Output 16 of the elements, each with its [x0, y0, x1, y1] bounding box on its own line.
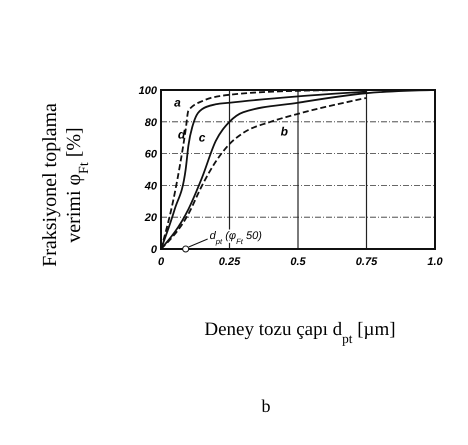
- series-label: c: [198, 130, 206, 145]
- text: b: [262, 396, 270, 416]
- y-tick-label: 60: [144, 148, 158, 161]
- x-tick-label: 0.75: [356, 256, 378, 268]
- y-tick-label: 0: [150, 244, 158, 256]
- x-axis-title: Deney tozu çapı d$_{pt}$ [µm]: [204, 319, 396, 346]
- series-label: d: [178, 128, 186, 142]
- x-tick-label: 0.25: [218, 256, 242, 268]
- y-tick-label: 100: [138, 85, 158, 97]
- series-label: b: [280, 124, 288, 138]
- y-tick-label: 20: [144, 212, 158, 224]
- y-tick-label: 80: [144, 116, 158, 129]
- y-tick-label: 40: [144, 180, 158, 192]
- x-tick-label: 1.0: [427, 256, 444, 268]
- x-tick-label: 0.5: [290, 256, 307, 268]
- series-label: a: [174, 96, 182, 110]
